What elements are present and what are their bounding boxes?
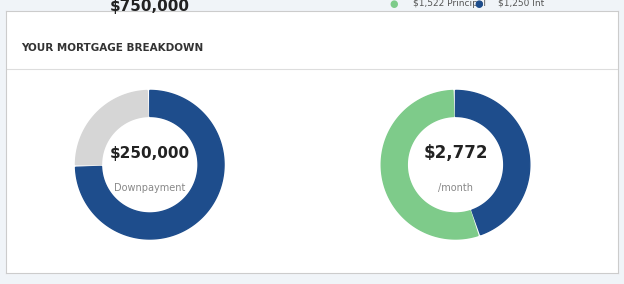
Text: ●: ● (389, 0, 398, 9)
Text: $250,000: $250,000 (110, 146, 190, 161)
Polygon shape (76, 90, 224, 239)
Text: $1,250 Int: $1,250 Int (498, 0, 544, 8)
Text: $2,772: $2,772 (423, 144, 488, 162)
Polygon shape (76, 91, 148, 165)
Text: ●: ● (474, 0, 483, 9)
Text: Downpayment: Downpayment (114, 183, 185, 193)
Text: /month: /month (438, 183, 473, 193)
Polygon shape (381, 91, 478, 239)
Text: $1,522 Principal: $1,522 Principal (413, 0, 486, 8)
Text: $750,000: $750,000 (110, 0, 190, 14)
Text: YOUR MORTGAGE BREAKDOWN: YOUR MORTGAGE BREAKDOWN (21, 43, 204, 53)
Polygon shape (456, 90, 530, 235)
